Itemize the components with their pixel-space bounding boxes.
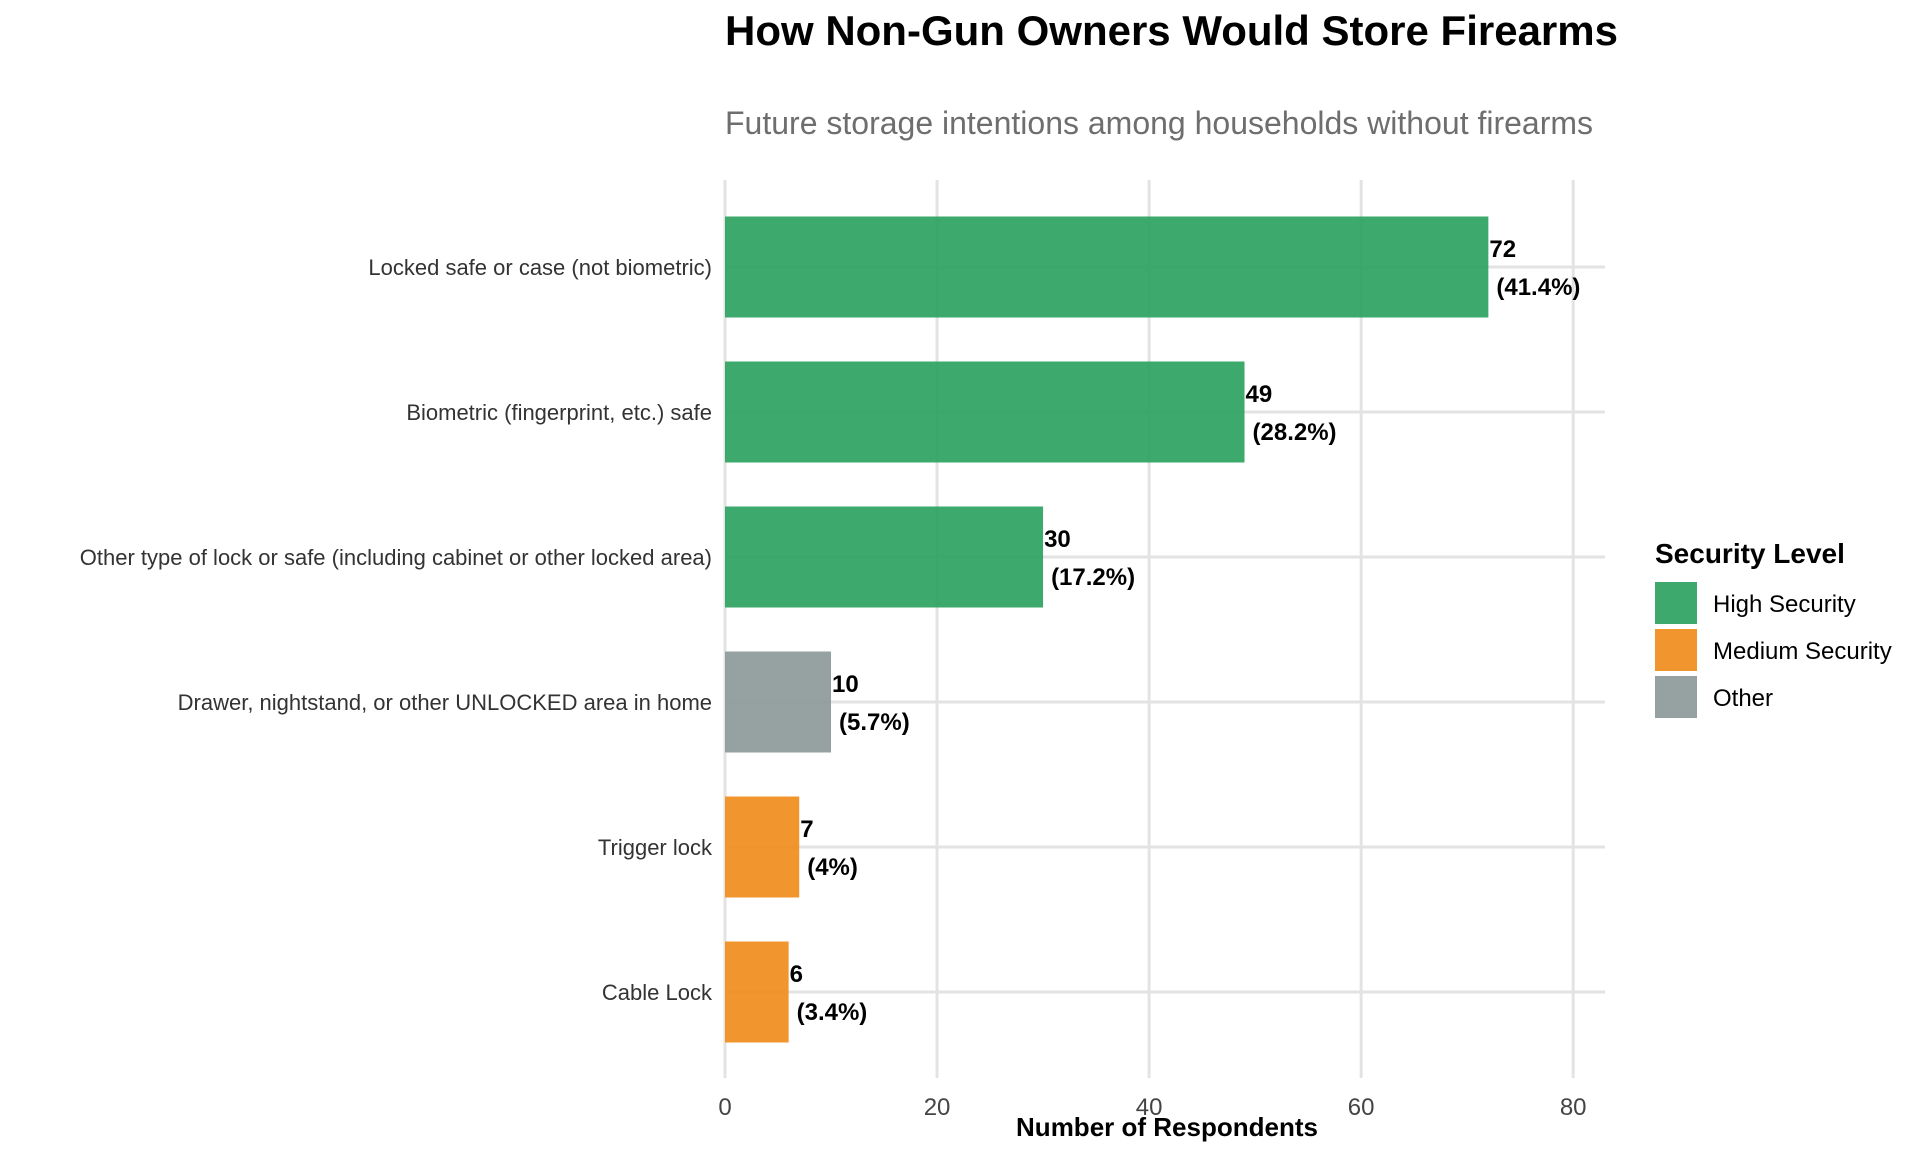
percent-label: (3.4%) — [797, 999, 868, 1026]
legend-swatch — [1655, 582, 1697, 624]
x-tick-label: 40 — [1136, 1094, 1163, 1121]
percent-label: (28.2%) — [1253, 419, 1337, 446]
bar — [725, 506, 1044, 608]
value-label: 30 — [1044, 526, 1071, 553]
value-label: 10 — [832, 671, 859, 698]
category-label: Locked safe or case (not biometric) — [368, 255, 712, 280]
bar — [725, 796, 800, 898]
bars — [725, 216, 1489, 1043]
percent-label: (4%) — [807, 854, 858, 881]
value-label: 72 — [1489, 236, 1516, 263]
percent-label: (41.4%) — [1496, 274, 1580, 301]
legend-title: Security Level — [1655, 538, 1845, 569]
category-label: Other type of lock or safe (including ca… — [80, 545, 712, 570]
legend-label: Other — [1713, 685, 1773, 712]
category-label: Trigger lock — [598, 835, 713, 860]
category-label: Drawer, nightstand, or other UNLOCKED ar… — [178, 690, 712, 715]
chart-subtitle: Future storage intentions among househol… — [725, 105, 1593, 141]
chart-title: How Non-Gun Owners Would Store Firearms — [725, 7, 1618, 54]
legend-label: High Security — [1713, 591, 1856, 618]
data-labels: 72 (41.4%) 49 (28.2%) 30 (17.2%) 10 (5.7%) 7 (4%)… — [790, 236, 1581, 1026]
percent-label: (17.2%) — [1051, 564, 1135, 591]
legend-swatch — [1655, 676, 1697, 718]
x-axis-ticks: 0 20 40 60 80 — [718, 1094, 1586, 1121]
bar — [725, 651, 832, 753]
value-label: 7 — [800, 816, 813, 843]
category-label: Cable Lock — [602, 980, 713, 1005]
category-label: Biometric (fingerprint, etc.) safe — [406, 400, 712, 425]
value-label: 49 — [1246, 381, 1273, 408]
x-tick-label: 60 — [1348, 1094, 1375, 1121]
bar — [725, 361, 1245, 463]
bar — [725, 941, 789, 1043]
legend-label: Medium Security — [1713, 638, 1892, 665]
x-tick-label: 20 — [924, 1094, 951, 1121]
legend-swatch — [1655, 629, 1697, 671]
x-tick-label: 0 — [718, 1094, 731, 1121]
value-label: 6 — [790, 961, 803, 988]
percent-label: (5.7%) — [839, 709, 910, 736]
category-labels: Locked safe or case (not biometric) Biome… — [80, 255, 713, 1005]
legend: Security Level High Security Medium Secur… — [1655, 538, 1892, 718]
x-axis-title: Number of Respondents — [1016, 1112, 1318, 1142]
x-tick-label: 80 — [1560, 1094, 1587, 1121]
bar — [725, 216, 1489, 318]
